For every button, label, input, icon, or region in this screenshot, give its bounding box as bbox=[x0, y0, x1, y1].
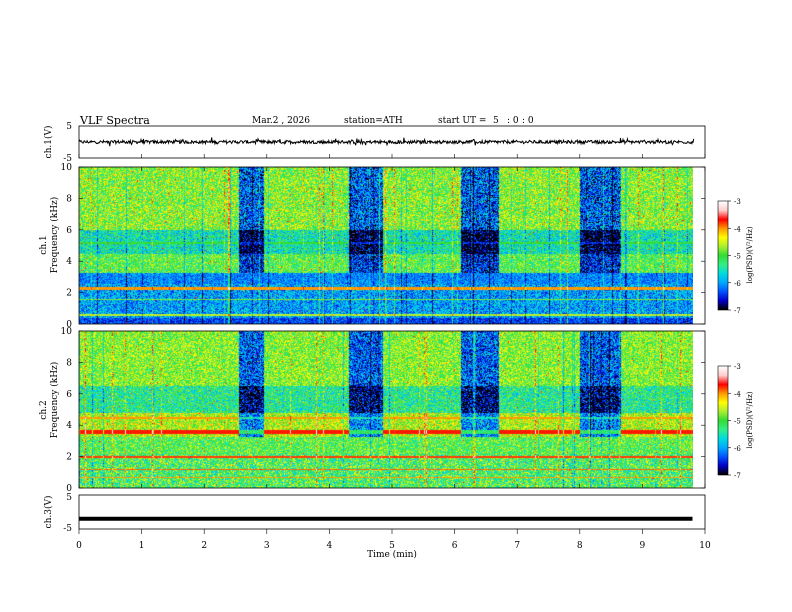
x-tick-label: 4 bbox=[327, 541, 333, 551]
ch2-ytick-label: 10 bbox=[61, 327, 73, 337]
x-tick-label: 2 bbox=[201, 541, 207, 551]
ch1-spectrogram-ylabel: Frequency (kHz) bbox=[49, 197, 60, 274]
x-tick-label: 8 bbox=[577, 541, 583, 551]
ch1-ytick-label: 4 bbox=[66, 257, 72, 267]
ch1-waveform-line bbox=[78, 136, 695, 147]
ch1-ytick-top: 5 bbox=[66, 122, 72, 132]
ch2-spectrogram-canvas-wrap bbox=[79, 331, 693, 488]
start-second: : 0 bbox=[522, 116, 534, 126]
ch1-waveform-panel: 5 -5 ch.1(V) bbox=[43, 122, 706, 164]
figure-title: VLF Spectra bbox=[79, 114, 150, 127]
x-axis-label: Time (min) bbox=[367, 549, 417, 560]
ch3-waveform-frame bbox=[78, 494, 706, 530]
start-minute: : 0 bbox=[507, 116, 519, 126]
x-axis: 0 1 2 3 4 5 6 7 8 9 10 bbox=[76, 154, 711, 551]
ch2-colorbar-tick-label: -4 bbox=[734, 390, 741, 398]
ch1-spectrogram-image bbox=[79, 167, 693, 324]
ch1-spectrogram-canvas-wrap bbox=[79, 167, 693, 324]
ch2-colorbar: -3 -4 -5 -6 -7 log(PSD)(V²/Hz) bbox=[717, 363, 754, 480]
ch1-colorbar-wrap bbox=[718, 201, 728, 310]
x-tick-label: 1 bbox=[139, 541, 145, 551]
ch1-ytick-label: 2 bbox=[66, 289, 72, 299]
date-label: Mar.2 , 2026 bbox=[252, 116, 310, 126]
ch2-colorbar-tick-label: -7 bbox=[734, 472, 741, 480]
start-ut-label: start UT = bbox=[438, 116, 486, 126]
ch1-waveform-ylabel: ch.1(V) bbox=[43, 126, 54, 159]
ch2-colorbar-gradient bbox=[718, 366, 728, 475]
x-tick-label: 10 bbox=[699, 541, 711, 551]
x-tick-label: 0 bbox=[76, 541, 82, 551]
ch1-colorbar-tick-label: -4 bbox=[734, 225, 741, 233]
ch2-ytick-label: 8 bbox=[66, 358, 72, 368]
ch2-ytick-label: 0 bbox=[66, 484, 72, 494]
ch1-ytick-label: 10 bbox=[61, 163, 73, 173]
ch2-colorbar-wrap bbox=[718, 366, 728, 475]
ch2-colorbar-label: log(PSD)(V²/Hz) bbox=[746, 391, 754, 448]
ch1-ytick-bottom: -5 bbox=[63, 154, 72, 164]
ch1-colorbar-gradient bbox=[718, 201, 728, 310]
ch1-ytick-label: 8 bbox=[66, 194, 72, 204]
ch2-spectrogram-ylabel: Frequency (kHz) bbox=[49, 362, 60, 439]
ch3-waveform-panel: 5 -5 ch.3(V) bbox=[43, 493, 706, 534]
ch3-waveform-ylabel: ch.3(V) bbox=[43, 496, 54, 529]
x-tick-label: 7 bbox=[514, 541, 520, 551]
ch2-ytick-label: 2 bbox=[66, 453, 72, 463]
ch1-colorbar-label: log(PSD)(V²/Hz) bbox=[746, 226, 754, 283]
ch1-colorbar-tick-label: -7 bbox=[734, 307, 741, 315]
ch2-spectrogram-panel: 0 2 4 6 8 10 ch.2 Frequency (kHz) bbox=[39, 327, 706, 494]
ch1-colorbar-tick-label: -6 bbox=[734, 280, 741, 288]
ch2-colorbar-tick-label: -3 bbox=[734, 363, 741, 371]
ch1-colorbar: -3 -4 -5 -6 -7 log(PSD)(V²/Hz) bbox=[717, 198, 754, 315]
ch1-colorbar-tick-label: -3 bbox=[734, 198, 741, 206]
ch2-ytick-label: 6 bbox=[66, 390, 72, 400]
x-tick-label: 6 bbox=[452, 541, 458, 551]
ch1-colorbar-tick-label: -5 bbox=[734, 253, 741, 261]
ch1-spectrogram-channel: ch.1 bbox=[39, 235, 49, 254]
x-tick-label: 5 bbox=[389, 541, 395, 551]
ch2-spectrogram-channel: ch.2 bbox=[39, 400, 49, 419]
x-tick-label: 9 bbox=[640, 541, 646, 551]
ch2-colorbar-tick-label: -5 bbox=[734, 418, 741, 426]
ch2-ytick-label: 4 bbox=[66, 421, 72, 431]
ch1-ytick-label: 6 bbox=[66, 226, 72, 236]
ch3-ytick-top: 5 bbox=[66, 493, 72, 503]
ch2-colorbar-tick-label: -6 bbox=[734, 445, 741, 453]
ch1-spectrogram-panel: 0 2 4 6 8 10 ch.1 Frequency (kHz) bbox=[39, 163, 706, 330]
station-label: station=ATH bbox=[344, 116, 403, 126]
ch2-spectrogram-image bbox=[79, 331, 693, 488]
x-tick-label: 3 bbox=[264, 541, 270, 551]
ch3-ytick-bottom: -5 bbox=[63, 524, 72, 534]
start-hour: 5 bbox=[493, 116, 499, 126]
ch1-ytick-label: 0 bbox=[66, 320, 72, 330]
